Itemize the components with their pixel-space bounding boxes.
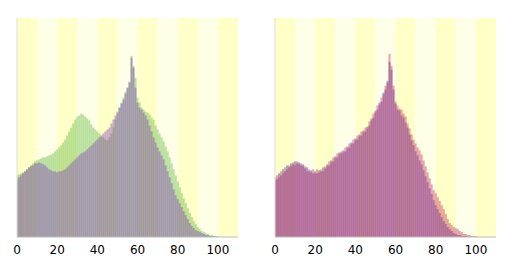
svg-text:60: 60 (388, 243, 403, 256)
svg-text:20: 20 (308, 243, 323, 256)
svg-text:20: 20 (50, 243, 65, 256)
svg-text:100: 100 (464, 243, 487, 256)
svg-text:0: 0 (271, 243, 279, 256)
svg-text:40: 40 (348, 243, 363, 256)
svg-text:40: 40 (90, 243, 105, 256)
svg-text:0: 0 (13, 243, 21, 256)
svg-text:80: 80 (428, 243, 443, 256)
svg-text:80: 80 (170, 243, 185, 256)
svg-text:100: 100 (206, 243, 229, 256)
svg-text:60: 60 (130, 243, 145, 256)
